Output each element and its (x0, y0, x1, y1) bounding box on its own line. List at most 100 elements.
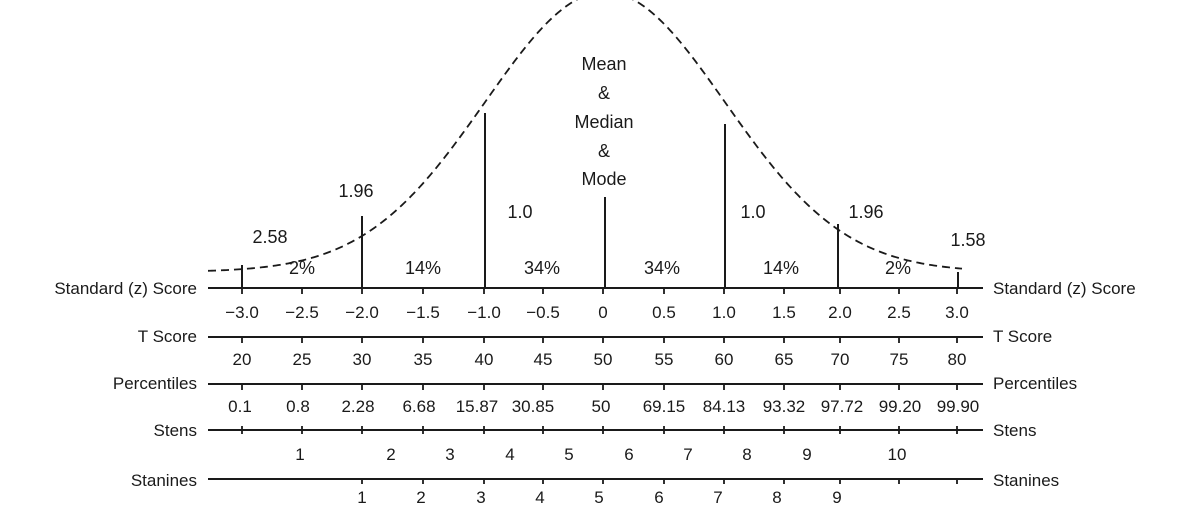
z-score-value: −3.0 (225, 303, 259, 322)
center-label-line: Mode (581, 169, 626, 189)
z-score-value: 0 (598, 303, 607, 322)
scale-label-right: Standard (z) Score (993, 279, 1136, 298)
scale-label-left: Percentiles (113, 374, 197, 393)
center-label-line: Median (574, 112, 633, 132)
scale-z-score: Standard (z) Score Standard (z) Score −3… (54, 279, 1135, 322)
scale-ticks (241, 426, 958, 434)
percentile-value: 97.72 (821, 397, 864, 416)
scale-label-left: Stens (154, 421, 197, 440)
scale-percentiles: Percentiles Percentiles 0.1 0.8 2.28 6.6… (113, 374, 1077, 416)
scale-stens: Stens Stens 1 2 3 4 5 6 7 8 9 10 (154, 421, 1037, 464)
percent-label: 14% (405, 258, 441, 278)
t-score-value: 75 (890, 350, 909, 369)
scale-label-right: Stens (993, 421, 1036, 440)
t-score-value: 50 (594, 350, 613, 369)
t-score-value: 80 (948, 350, 967, 369)
center-label-line: Mean (581, 54, 626, 74)
center-label-line: & (598, 83, 610, 103)
z-score-value: 2.5 (887, 303, 911, 322)
z-score-value: 0.5 (652, 303, 676, 322)
sten-value: 8 (742, 445, 751, 464)
stanine-value: 7 (713, 488, 722, 507)
curve-label: 1.0 (740, 202, 765, 222)
z-score-value: −2.0 (345, 303, 379, 322)
t-score-value: 55 (655, 350, 674, 369)
t-score-value: 45 (534, 350, 553, 369)
z-score-value: 3.0 (945, 303, 969, 322)
sten-value: 3 (445, 445, 454, 464)
percentile-value: 99.90 (937, 397, 980, 416)
percentile-value: 50 (592, 397, 611, 416)
stanine-value: 8 (772, 488, 781, 507)
t-score-value: 25 (293, 350, 312, 369)
percentile-value: 84.13 (703, 397, 746, 416)
curve-label: 1.96 (848, 202, 883, 222)
sten-value: 10 (888, 445, 907, 464)
curve-labels: 2.58 1.96 1.0 1.0 1.96 1.58 (252, 181, 985, 250)
t-score-value: 65 (775, 350, 794, 369)
percent-labels: 2% 14% 34% 34% 14% 2% (289, 258, 911, 278)
scale-ticks (241, 384, 958, 390)
percent-label: 34% (524, 258, 560, 278)
percentile-value: 15.87 (456, 397, 499, 416)
curve-label: 1.96 (338, 181, 373, 201)
scale-label-right: Stanines (993, 471, 1059, 490)
t-score-value: 20 (233, 350, 252, 369)
percentile-value: 93.32 (763, 397, 806, 416)
scale-label-left: T Score (138, 327, 197, 346)
sten-value: 2 (386, 445, 395, 464)
sten-value: 7 (683, 445, 692, 464)
percentile-value: 69.15 (643, 397, 686, 416)
sten-value: 5 (564, 445, 573, 464)
sten-value: 1 (295, 445, 304, 464)
stanine-value: 9 (832, 488, 841, 507)
scale-stanines: Stanines Stanines 1 2 3 4 5 6 7 8 9 (131, 471, 1059, 507)
stanine-value: 5 (594, 488, 603, 507)
curve-label: 2.58 (252, 227, 287, 247)
z-score-value: 2.0 (828, 303, 852, 322)
percentile-value: 0.8 (286, 397, 310, 416)
percent-label: 2% (289, 258, 315, 278)
sten-value: 9 (802, 445, 811, 464)
stanine-value: 6 (654, 488, 663, 507)
stanine-value: 4 (535, 488, 544, 507)
bell-curve (207, 0, 963, 272)
percent-label: 34% (644, 258, 680, 278)
sten-value: 6 (624, 445, 633, 464)
percentile-value: 0.1 (228, 397, 252, 416)
percentile-value: 2.28 (341, 397, 374, 416)
t-score-value: 35 (414, 350, 433, 369)
percentile-value: 6.68 (402, 397, 435, 416)
z-score-value: −1.0 (467, 303, 501, 322)
stanine-value: 2 (416, 488, 425, 507)
division-lines (241, 113, 959, 288)
scale-label-left: Stanines (131, 471, 197, 490)
z-score-value: −1.5 (406, 303, 440, 322)
curve-label: 1.0 (507, 202, 532, 222)
center-label: Mean & Median & Mode (574, 54, 633, 189)
scale-label-left: Standard (z) Score (54, 279, 197, 298)
scale-label-right: Percentiles (993, 374, 1077, 393)
stanine-value: 3 (476, 488, 485, 507)
percent-label: 2% (885, 258, 911, 278)
scale-label-right: T Score (993, 327, 1052, 346)
t-score-value: 60 (715, 350, 734, 369)
z-score-value: 1.5 (772, 303, 796, 322)
scale-t-score: T Score T Score 20 25 30 35 40 45 50 55 … (138, 327, 1052, 369)
curve-label: 1.58 (950, 230, 985, 250)
scale-ticks (241, 337, 958, 343)
z-score-value: −0.5 (526, 303, 560, 322)
z-score-value: 1.0 (712, 303, 736, 322)
t-score-value: 70 (831, 350, 850, 369)
center-label-line: & (598, 141, 610, 161)
scale-ticks (241, 288, 958, 294)
t-score-value: 30 (353, 350, 372, 369)
t-score-value: 40 (475, 350, 494, 369)
percentile-value: 99.20 (879, 397, 922, 416)
z-score-value: −2.5 (285, 303, 319, 322)
stanine-value: 1 (357, 488, 366, 507)
scale-ticks (361, 479, 958, 484)
sten-value: 4 (505, 445, 514, 464)
percent-label: 14% (763, 258, 799, 278)
